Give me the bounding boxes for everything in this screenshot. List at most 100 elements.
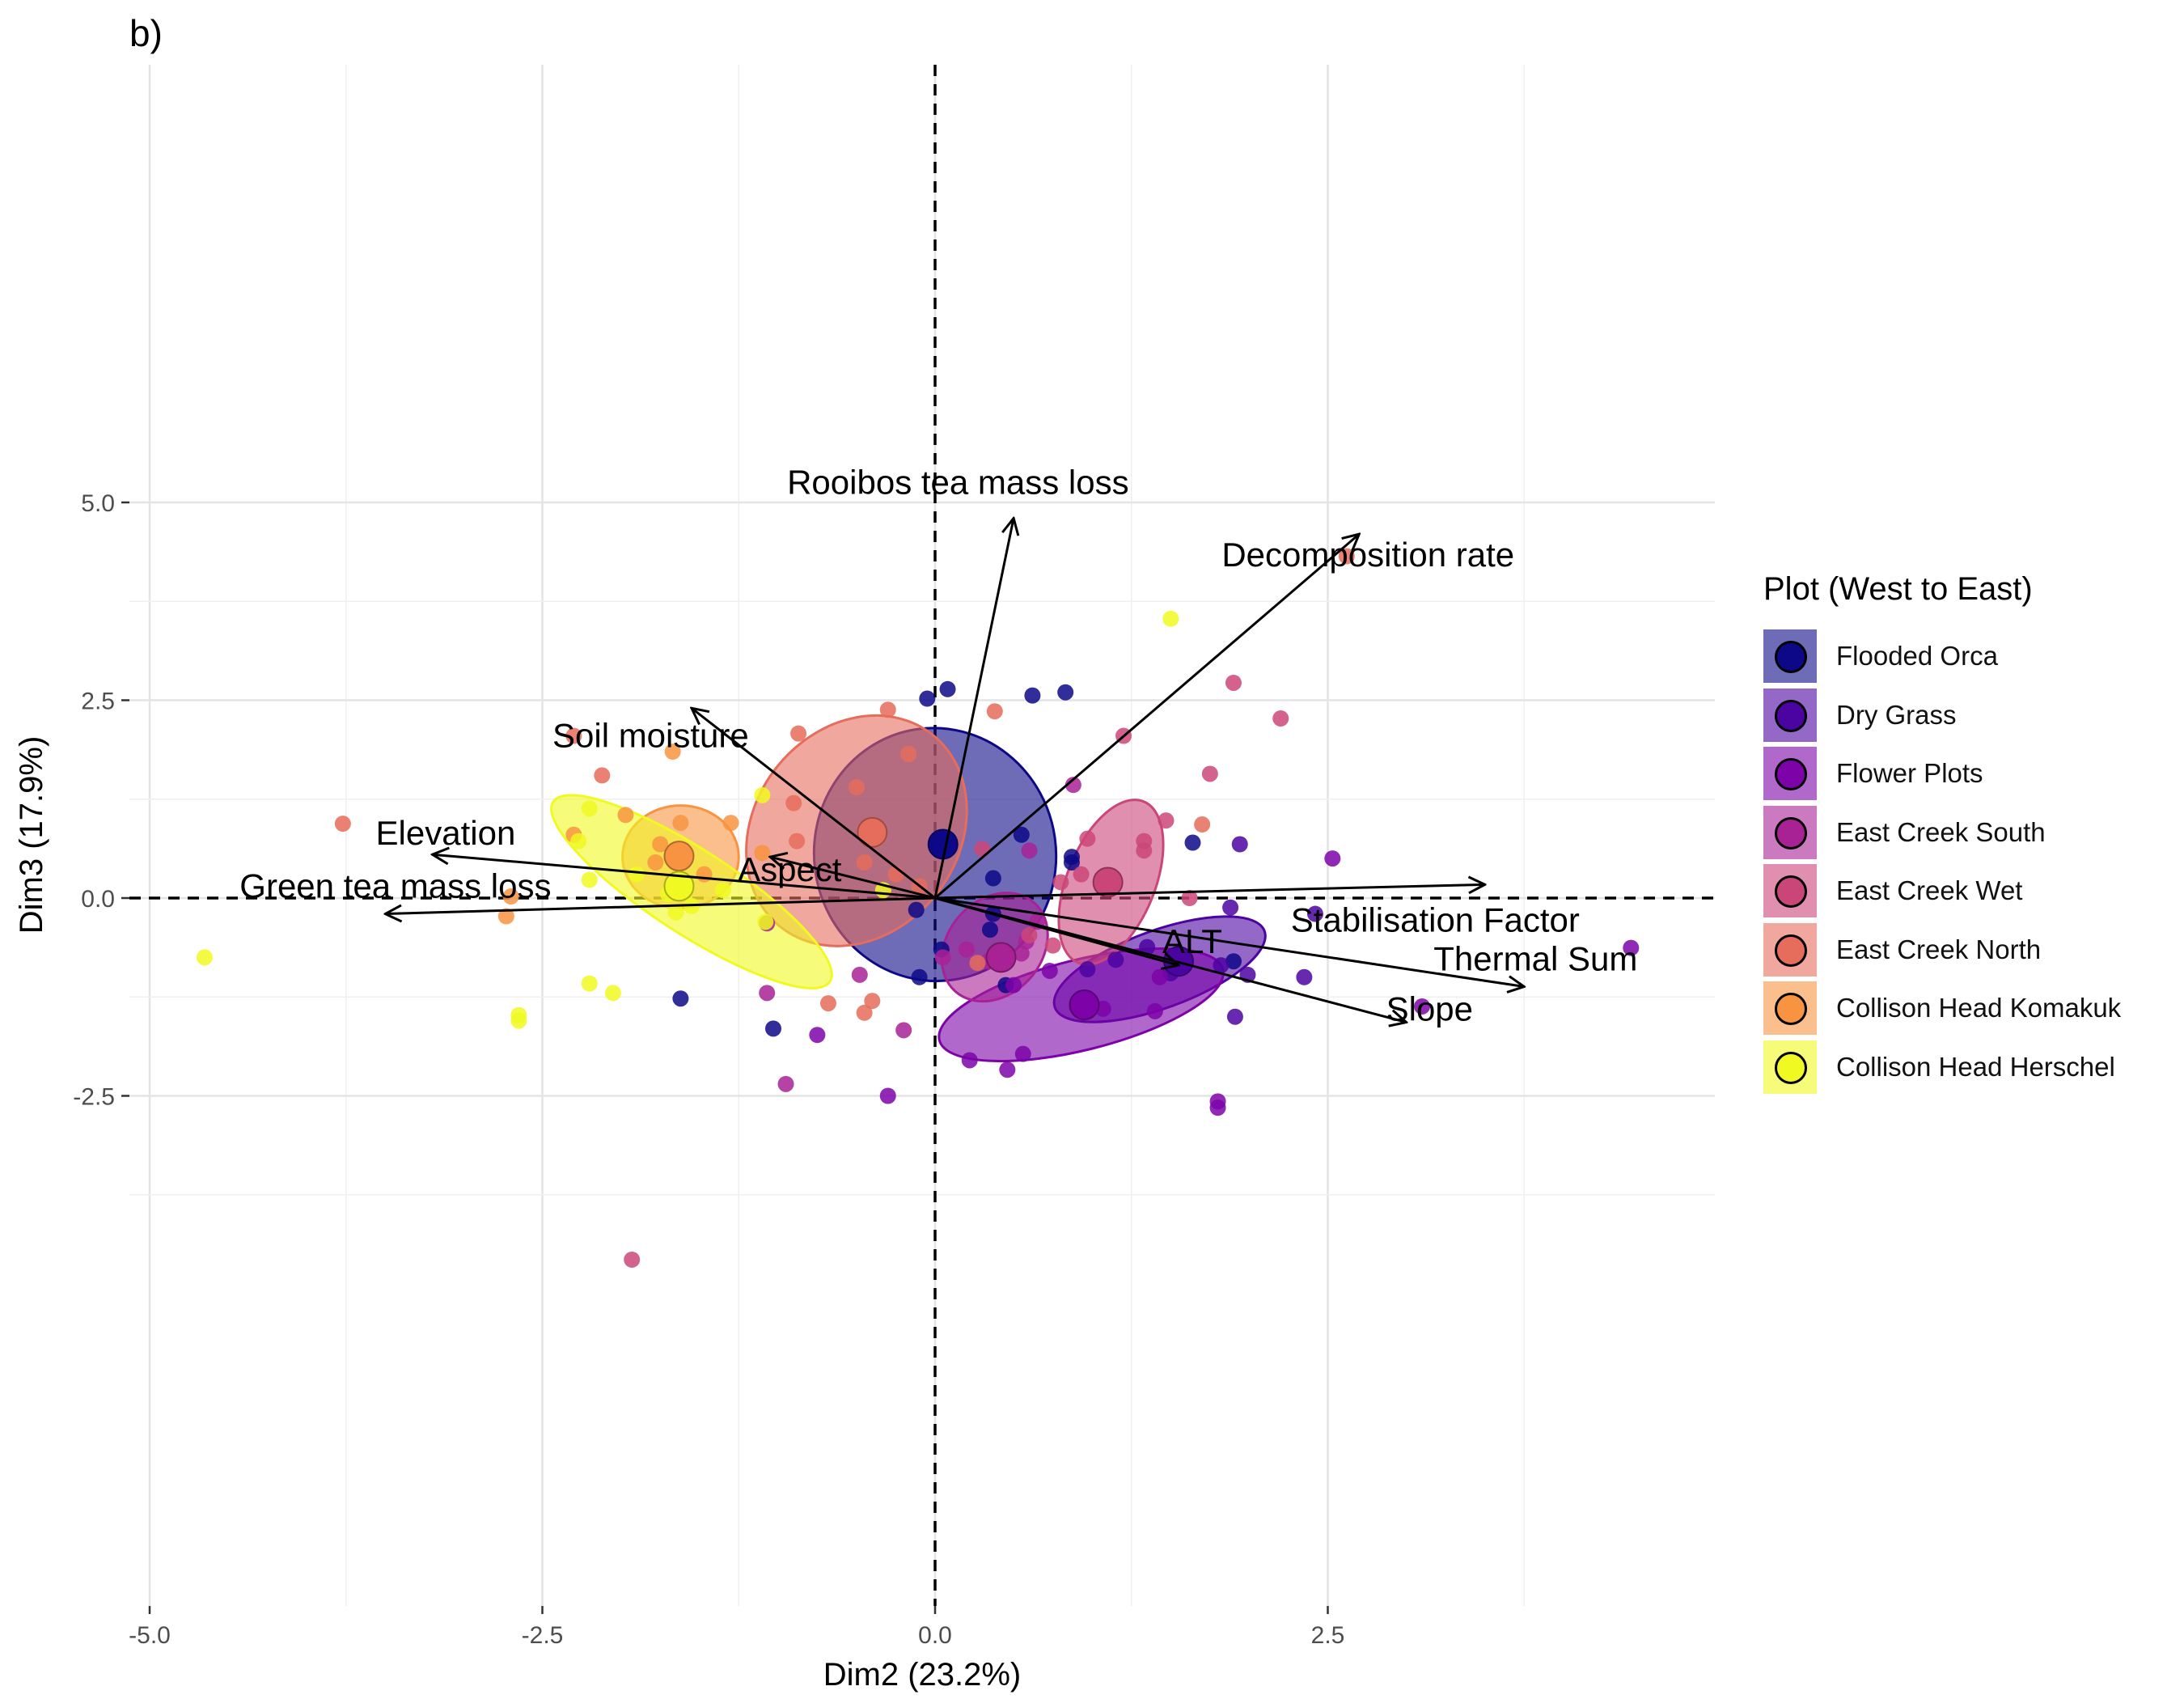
data-points [196, 548, 1640, 1268]
centroid-point [663, 841, 695, 872]
data-point [594, 767, 611, 784]
data-point [497, 908, 514, 925]
arrow-decomposition-rate [934, 534, 1359, 900]
data-point [1146, 1002, 1163, 1019]
data-point [895, 1022, 912, 1039]
legend-label: Flower Plots [1836, 758, 1983, 789]
centroid-point [1092, 866, 1124, 898]
data-point [790, 725, 807, 742]
data-point [1162, 610, 1179, 627]
data-point [974, 841, 991, 858]
legend-item: East Creek South [1763, 803, 2121, 862]
data-point [1213, 957, 1230, 974]
arrow-rooibos-tea-mass-loss [933, 519, 1014, 899]
y-tick-label: 0.0 [81, 886, 115, 913]
centroid-point [663, 871, 695, 902]
data-point [714, 882, 731, 899]
data-point [1021, 842, 1038, 859]
data-point [984, 870, 1001, 887]
data-point [1024, 687, 1041, 704]
data-point [565, 727, 582, 744]
centroid-point [857, 816, 888, 848]
data-point [570, 833, 587, 850]
data-point [652, 836, 669, 853]
data-point [629, 866, 645, 883]
legend-label: East Creek Wet [1836, 875, 2023, 906]
data-point [1064, 777, 1081, 794]
data-point [1005, 977, 1022, 994]
data-point [757, 913, 774, 930]
arrow-slope [934, 896, 1407, 1023]
data-point [986, 703, 1003, 720]
legend-item: Flower Plots [1763, 744, 2121, 803]
data-point [1107, 951, 1124, 968]
legend-key [1763, 864, 1817, 918]
data-point [851, 966, 868, 983]
y-axis-title: Dim3 (17.9%) [14, 736, 49, 934]
arrow-green-tea-mass-loss [385, 896, 936, 914]
legend-key [1763, 922, 1817, 977]
data-point [604, 985, 621, 1002]
legend-label: East Creek North [1836, 934, 2042, 964]
data-point [1052, 874, 1069, 891]
data-point [754, 845, 771, 862]
data-point [1139, 938, 1156, 955]
arrow-stabilisation-factor [934, 884, 1485, 900]
arrow-thermal-sum [934, 896, 1524, 987]
data-point [1338, 548, 1355, 565]
axes: -5.0 -2.5 0.0 2.5 5.0 2.5 0.0 -2.5 [73, 490, 1344, 1649]
data-point [879, 1087, 896, 1104]
y-tick-label: 5.0 [81, 490, 115, 517]
data-point [777, 1075, 794, 1092]
data-point [789, 833, 806, 850]
data-point [510, 1012, 527, 1029]
data-point [1041, 962, 1058, 979]
data-point [981, 922, 998, 938]
variable-arrows: Rooibos tea mass loss Decomposition rate S… [239, 464, 1637, 1028]
data-point [1414, 998, 1431, 1015]
legend-item: Dry Grass [1763, 686, 2121, 745]
data-point [785, 794, 802, 811]
data-point [1181, 890, 1198, 906]
arrow-aspect [770, 857, 936, 900]
data-point [1222, 899, 1239, 916]
arrow-label: Soil moisture [552, 716, 749, 754]
data-point [1296, 968, 1313, 985]
arrow-label: Slope [1386, 990, 1473, 1028]
arrow-label: Decomposition rate [1221, 536, 1514, 574]
data-point [1306, 905, 1323, 922]
data-point [911, 968, 928, 985]
arrow-label: Aspect [738, 850, 842, 888]
data-point [1184, 834, 1201, 851]
data-point [1231, 836, 1248, 853]
legend-items: Flooded Orca Dry Grass Flower Plots East Cr… [1763, 627, 2121, 1096]
data-point [759, 985, 776, 1002]
arrow-elevation [433, 854, 936, 900]
data-point [1201, 765, 1218, 782]
data-point [1044, 937, 1061, 954]
data-point [1225, 674, 1242, 691]
legend-item: East Creek North [1763, 921, 2121, 980]
arrow-label: Green tea mass loss [239, 867, 551, 905]
legend-item: Collison Head Herschel [1763, 1038, 2121, 1097]
data-point [722, 815, 739, 832]
data-point [1013, 945, 1030, 962]
x-tick-label: 0.0 [918, 1622, 952, 1649]
data-point [581, 975, 598, 992]
data-point [672, 815, 689, 832]
data-point [1013, 826, 1030, 843]
x-tick-label: -2.5 [522, 1622, 564, 1649]
data-point [1021, 926, 1038, 943]
data-point [672, 990, 689, 1007]
centroid-point [1069, 989, 1100, 1021]
data-point [1324, 850, 1341, 867]
legend-key-dot [1775, 641, 1807, 674]
legend: Plot (West to East) Flooded Orca Dry Gras… [1763, 571, 2121, 1096]
data-point [969, 955, 986, 972]
data-point [1194, 816, 1211, 833]
data-point [999, 1061, 1016, 1078]
data-point [958, 941, 975, 958]
data-point [908, 901, 925, 918]
data-point [667, 904, 684, 921]
data-point [848, 779, 865, 796]
